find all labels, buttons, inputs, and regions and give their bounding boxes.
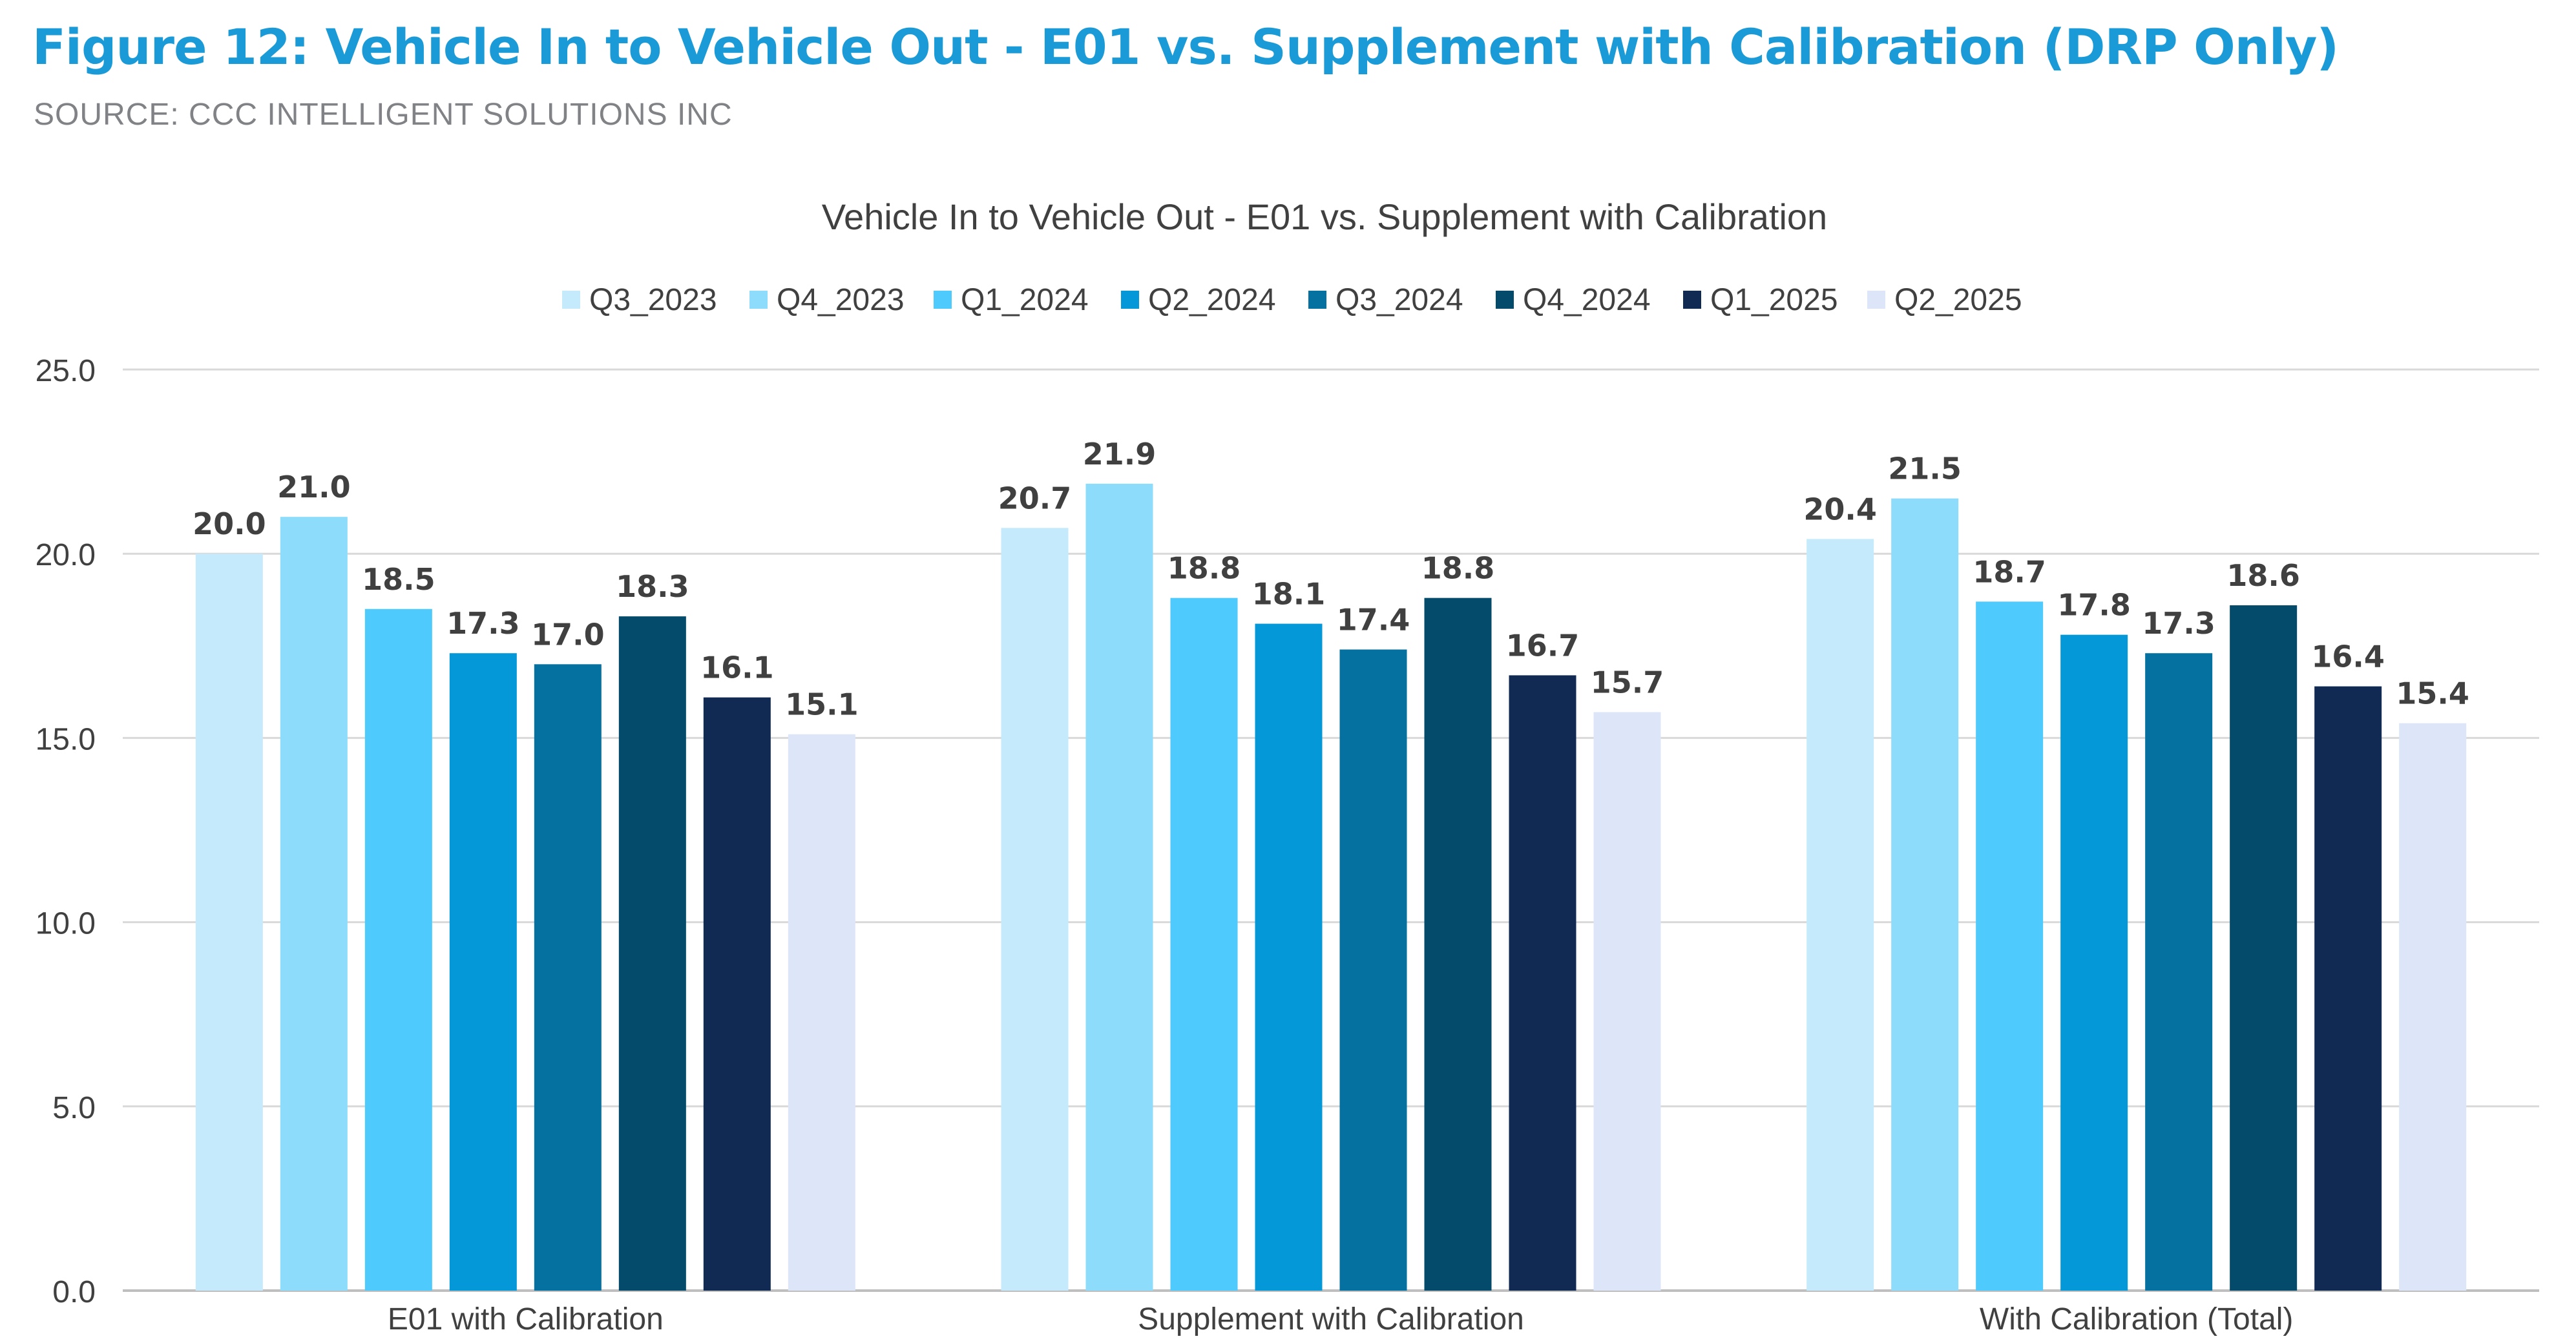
gridlines bbox=[123, 368, 2539, 1292]
bar bbox=[1085, 483, 1153, 1291]
bar bbox=[2230, 605, 2298, 1291]
bar-value-label: 17.0 bbox=[531, 617, 605, 652]
y-tick-label: 0.0 bbox=[52, 1275, 96, 1309]
bar-value-label: 18.7 bbox=[1973, 554, 2046, 589]
bar-value-label: 20.0 bbox=[193, 506, 266, 541]
legend-swatch bbox=[934, 291, 952, 309]
bar-value-label: 15.1 bbox=[785, 687, 859, 722]
legend-label: Q4_2024 bbox=[1523, 283, 1651, 317]
x-tick-label: Supplement with Calibration bbox=[1138, 1302, 1524, 1336]
bar bbox=[1593, 712, 1661, 1291]
legend-swatch bbox=[1683, 291, 1701, 309]
legend-label: Q1_2025 bbox=[1710, 283, 1838, 317]
bar bbox=[1424, 598, 1492, 1291]
legend-swatch bbox=[1308, 291, 1326, 309]
y-tick-label: 10.0 bbox=[36, 907, 96, 941]
y-tick-label: 5.0 bbox=[52, 1091, 96, 1125]
bar bbox=[449, 653, 517, 1291]
y-tick-label: 20.0 bbox=[36, 538, 96, 572]
bar-value-label: 18.6 bbox=[2226, 558, 2300, 593]
bar bbox=[788, 734, 855, 1291]
bar-value-label: 18.8 bbox=[1421, 551, 1495, 586]
y-axis: 0.0 5.0 10.0 15.0 20.0 25.0 bbox=[36, 354, 96, 1309]
legend-label: Q4_2023 bbox=[777, 283, 905, 317]
legend-label: Q1_2024 bbox=[961, 283, 1089, 317]
bar bbox=[1170, 598, 1238, 1291]
bar bbox=[2145, 653, 2213, 1291]
bar-value-label: 21.0 bbox=[277, 470, 351, 504]
bar-value-label: 16.4 bbox=[2311, 639, 2385, 674]
bar-value-label: 18.8 bbox=[1168, 551, 1241, 586]
bar bbox=[534, 664, 602, 1291]
bar-value-label: 17.3 bbox=[2142, 606, 2215, 641]
bar-value-label: 18.1 bbox=[1252, 577, 1326, 612]
legend-swatch bbox=[1496, 291, 1514, 309]
figure-title: Figure 12: Vehicle In to Vehicle Out - E… bbox=[32, 18, 2339, 76]
bar-value-label: 17.8 bbox=[2057, 588, 2131, 623]
bar-value-label: 21.9 bbox=[1083, 437, 1157, 472]
bar-value-label: 15.4 bbox=[2396, 676, 2469, 711]
legend-swatch bbox=[562, 291, 580, 309]
bar-value-label: 18.3 bbox=[616, 569, 689, 604]
bar bbox=[195, 554, 263, 1291]
bar bbox=[1976, 601, 2044, 1291]
bar bbox=[1001, 528, 1069, 1291]
legend-swatch bbox=[1121, 291, 1139, 309]
bar-value-label: 16.1 bbox=[700, 650, 774, 685]
y-tick-label: 15.0 bbox=[36, 722, 96, 756]
bar-value-label: 15.7 bbox=[1591, 665, 1664, 700]
legend-label: Q2_2025 bbox=[1894, 283, 2022, 317]
bar bbox=[280, 517, 348, 1291]
bar bbox=[364, 608, 432, 1291]
figure-source: SOURCE: CCC INTELLIGENT SOLUTIONS INC bbox=[34, 98, 733, 132]
legend-label: Q3_2024 bbox=[1335, 283, 1463, 317]
x-tick-label: E01 with Calibration bbox=[388, 1302, 664, 1336]
bar-value-label: 18.5 bbox=[362, 562, 435, 597]
legend-label: Q2_2024 bbox=[1148, 283, 1276, 317]
bar-value-label: 21.5 bbox=[1888, 452, 1962, 486]
bar-value-label: 16.7 bbox=[1506, 628, 1580, 663]
legend-swatch bbox=[1867, 291, 1885, 309]
bar bbox=[1891, 498, 1959, 1291]
bar bbox=[618, 616, 686, 1291]
x-tick-label: With Calibration (Total) bbox=[1980, 1302, 2293, 1336]
legend-label: Q3_2023 bbox=[589, 283, 717, 317]
data-labels: 20.0 21.0 18.5 17.3 17.0 18.3 16.1 15.1 20.7 21.9… bbox=[193, 437, 2469, 722]
bar-value-label: 17.3 bbox=[446, 606, 520, 641]
bar bbox=[1509, 675, 1576, 1291]
y-tick-label: 25.0 bbox=[36, 354, 96, 388]
bar bbox=[1806, 539, 1874, 1291]
bar bbox=[1339, 649, 1407, 1291]
chart-title: Vehicle In to Vehicle Out - E01 vs. Supp… bbox=[822, 196, 1827, 237]
bar bbox=[1255, 623, 1323, 1291]
bar bbox=[2060, 634, 2128, 1291]
bar-value-label: 20.4 bbox=[1803, 492, 1877, 526]
legend-swatch bbox=[749, 291, 768, 309]
x-axis: E01 with Calibration Supplement with Cali… bbox=[388, 1302, 2294, 1336]
bar-value-label: 17.4 bbox=[1337, 603, 1410, 638]
bars bbox=[195, 483, 2467, 1291]
bar bbox=[2314, 686, 2382, 1291]
bar bbox=[2399, 723, 2467, 1291]
legend: Q3_2023 Q4_2023 Q1_2024 Q2_2024 Q3_2024 Q4_20… bbox=[562, 283, 2022, 317]
bar bbox=[703, 697, 771, 1291]
bar-value-label: 20.7 bbox=[998, 481, 1072, 515]
